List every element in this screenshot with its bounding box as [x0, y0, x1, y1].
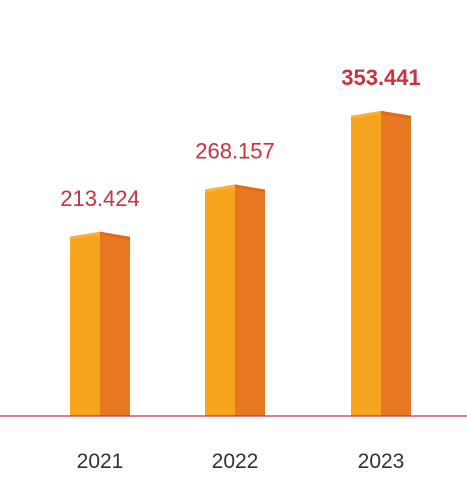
bar-front-face — [351, 110, 381, 416]
bar-2023 — [351, 110, 411, 416]
bar-2021 — [70, 231, 130, 416]
bar-front-face — [205, 184, 235, 416]
bar-side-face — [381, 110, 411, 416]
value-label: 353.441 — [341, 65, 421, 90]
bar-side-face — [100, 231, 130, 416]
bar-roof-right — [100, 231, 130, 240]
category-labels-group: 2021 2022 2023 — [77, 450, 405, 473]
bar-roof-left — [70, 231, 100, 240]
bar-2022 — [205, 184, 265, 416]
bar-side-face — [235, 184, 265, 416]
value-label: 213.424 — [60, 186, 140, 211]
bar-roof-left — [351, 110, 381, 119]
category-label: 2022 — [212, 450, 259, 473]
value-label: 268.157 — [195, 139, 275, 164]
bar-roof-left — [205, 184, 235, 193]
bar-roof-right — [235, 184, 265, 193]
bar-roof-right — [381, 110, 411, 119]
category-label: 2023 — [358, 450, 405, 473]
category-label: 2021 — [77, 450, 124, 473]
value-labels-group: 213.424 268.157 353.441 — [60, 65, 421, 211]
bar-front-face — [70, 231, 100, 416]
bars-group — [70, 110, 411, 416]
